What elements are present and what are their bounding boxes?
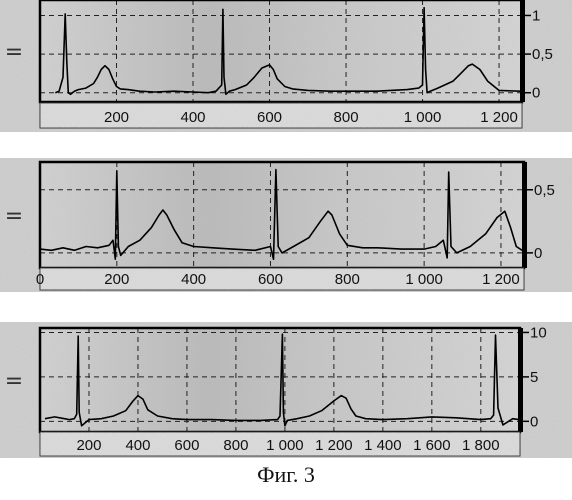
x-tick-label: 400 — [181, 271, 206, 288]
x-tick-label: 800 — [223, 437, 248, 454]
y-tick-label: 0,5 — [534, 182, 555, 199]
x-tick-label: 200 — [76, 437, 101, 454]
x-tick-label: 1 800 — [462, 437, 500, 454]
x-tick-label: 200 — [104, 109, 129, 126]
x-tick-label: 1 200 — [482, 271, 520, 288]
figure-caption: Фиг. 3 — [0, 462, 572, 488]
x-tick-label: 1 200 — [315, 437, 353, 454]
x-tick-label: 1 200 — [480, 109, 518, 126]
side-marker: = — [5, 40, 23, 65]
chart-panel-3: 200 400 600 800 1 000 1 200 1 400 1 600 1 800 0 5 1… — [0, 322, 572, 458]
x-tick-label: 600 — [174, 437, 199, 454]
x-tick-label: 400 — [125, 437, 150, 454]
side-marker: = — [5, 204, 23, 229]
y-tick-label: 10 — [530, 324, 547, 341]
x-tick-label: 800 — [335, 271, 360, 288]
x-tick-label: 1 600 — [413, 437, 451, 454]
y-tick-label: 0,5 — [532, 46, 553, 63]
y-tick-label: 1 — [532, 7, 540, 24]
x-tick-label: 0 — [36, 271, 44, 288]
x-tick-label: 1 000 — [404, 109, 442, 126]
x-tick-label: 400 — [181, 109, 206, 126]
x-tick-label: 200 — [104, 271, 129, 288]
x-tick-label: 800 — [334, 109, 359, 126]
x-tick-label: 1 000 — [405, 271, 443, 288]
x-tick-label: 600 — [257, 109, 282, 126]
side-marker: = — [5, 369, 23, 394]
right-axis-bar — [518, 328, 523, 432]
y-tick-label: 0 — [532, 85, 540, 102]
y-tick-label: 5 — [530, 369, 538, 386]
x-tick-label: 600 — [258, 271, 283, 288]
x-tick-label: 1 000 — [266, 437, 304, 454]
right-axis-bar — [520, 0, 525, 102]
y-tick-label: 0 — [530, 413, 538, 430]
y-tick-label: 0 — [534, 245, 542, 262]
x-tick-label: 1 400 — [364, 437, 402, 454]
chart-panel-1: 200 400 600 800 1 000 1 200 0 0,5 1 = — [0, 0, 572, 132]
right-axis-bar — [522, 162, 527, 268]
chart-panel-2: 0 200 400 600 800 1 000 1 200 0 0,5 = — [0, 158, 572, 292]
